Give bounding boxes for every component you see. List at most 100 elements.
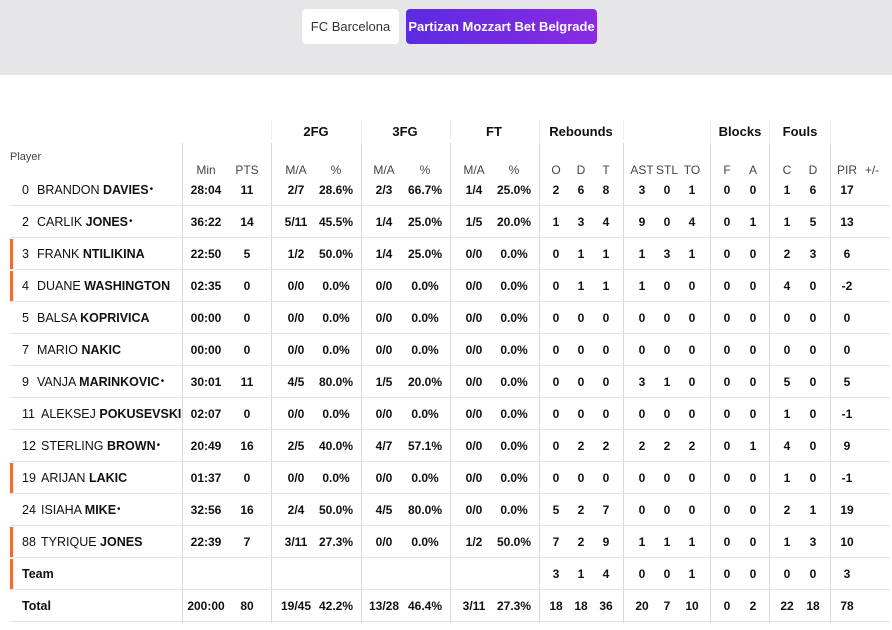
stat-pts: 0 <box>243 407 251 421</box>
stat-reb-d: 0 <box>577 311 585 325</box>
column-header-foul-d[interactable]: D <box>808 163 818 177</box>
column-header-reb-d[interactable]: D <box>576 163 586 177</box>
stat-reb-d: 2 <box>577 503 585 517</box>
column-header-pm[interactable]: +/- <box>864 163 880 177</box>
stat-ft-ma: 1/2 <box>465 535 483 549</box>
stat-fg2-ma: 2/7 <box>287 183 305 197</box>
stat-foul-d: 18 <box>806 599 820 613</box>
player-name[interactable]: 5 Balsa KOPRIVICA <box>22 311 151 325</box>
stat-fg3-pct: 0.0% <box>411 407 439 421</box>
player-number: 88 <box>22 535 36 549</box>
player-name[interactable]: 19 Arijan LAKIC <box>22 471 128 485</box>
player-name[interactable]: 24 Isiaha MIKE• <box>22 503 121 517</box>
player-name[interactable]: 4 Duane WASHINGTON <box>22 279 171 293</box>
stat-ast: 0 <box>638 471 646 485</box>
player-name[interactable]: 2 Carlik JONES• <box>22 215 133 229</box>
stat-reb-d: 1 <box>577 567 585 581</box>
column-separator <box>271 143 272 623</box>
column-separator <box>623 143 624 623</box>
stat-reb-t: 36 <box>599 599 613 613</box>
column-header-min[interactable]: Min <box>196 163 216 177</box>
stat-reb-t: 0 <box>602 375 610 389</box>
stat-foul-d: 0 <box>809 279 817 293</box>
stat-pir: -2 <box>841 279 853 293</box>
column-header-ast[interactable]: AST <box>630 163 654 177</box>
stat-foul-c: 22 <box>780 599 794 613</box>
stat-foul-c: 1 <box>783 407 791 421</box>
stat-blk-f: 0 <box>723 599 731 613</box>
stat-fg2-pct: 42.2% <box>318 599 354 613</box>
team-tab-home[interactable]: FC Barcelona <box>302 9 399 44</box>
stat-min: 36:22 <box>190 215 222 229</box>
stat-to: 0 <box>688 407 696 421</box>
starter-accent-bar <box>10 271 13 301</box>
player-last-name: BROWN <box>107 439 156 453</box>
stat-blk-a: 0 <box>749 503 757 517</box>
stat-reb-o: 18 <box>549 599 563 613</box>
stat-fg2-pct: 50.0% <box>318 503 354 517</box>
column-header-reb-t[interactable]: T <box>602 163 610 177</box>
stat-ast: 0 <box>638 407 646 421</box>
stat-to: 1 <box>688 183 696 197</box>
column-header-pts[interactable]: PTS <box>235 163 259 177</box>
stat-stl: 0 <box>663 311 671 325</box>
starter-dot: • <box>117 504 121 515</box>
stat-fg3-ma: 1/4 <box>375 215 393 229</box>
player-name[interactable]: 7 Mario NAKIC <box>22 343 122 357</box>
stat-reb-t: 1 <box>602 247 610 261</box>
stat-reb-d: 0 <box>577 471 585 485</box>
column-header-pir[interactable]: PIR <box>836 163 857 177</box>
stat-ft-ma: 1/5 <box>465 215 483 229</box>
stat-to: 4 <box>688 215 696 229</box>
stat-reb-t: 0 <box>602 311 610 325</box>
column-header-fg3-pct[interactable]: % <box>419 163 431 177</box>
stat-stl: 0 <box>663 215 671 229</box>
stat-fg2-ma: 0/0 <box>287 471 305 485</box>
player-name[interactable]: 0 Brandon DAVIES• <box>22 183 153 197</box>
stat-foul-d: 3 <box>809 247 817 261</box>
player-name[interactable]: 9 Vanja MARINKOVIC• <box>22 375 164 389</box>
stat-pir: 0 <box>843 343 851 357</box>
column-header-reb-o[interactable]: O <box>551 163 561 177</box>
stat-fg3-pct: 57.1% <box>407 439 443 453</box>
player-name[interactable]: 11 Aleksej POKUSEVSKI <box>22 407 182 421</box>
starter-dot: • <box>129 216 133 227</box>
column-separator <box>361 143 362 623</box>
stat-pts: 5 <box>243 247 251 261</box>
stat-reb-t: 0 <box>602 471 610 485</box>
column-header-ft-ma[interactable]: M/A <box>463 163 485 177</box>
column-header-blk-f[interactable]: F <box>723 163 731 177</box>
column-header-stl[interactable]: STL <box>655 163 678 177</box>
stat-reb-d: 0 <box>577 407 585 421</box>
stat-foul-d: 1 <box>809 503 817 517</box>
team-tab-away[interactable]: Partizan Mozzart Bet Belgrade <box>406 9 597 44</box>
stat-min: 02:07 <box>190 407 222 421</box>
player-name[interactable]: 88 Tyrique JONES <box>22 535 143 549</box>
stat-to: 10 <box>685 599 699 613</box>
column-header-fg2-ma[interactable]: M/A <box>285 163 307 177</box>
column-header-fg2-pct[interactable]: % <box>330 163 342 177</box>
column-header-to[interactable]: TO <box>683 163 701 177</box>
player-first-name: Duane <box>37 279 81 293</box>
player-first-name: Isiaha <box>41 503 82 517</box>
player-last-name: POKUSEVSKI <box>99 407 182 421</box>
stat-foul-d: 0 <box>809 311 817 325</box>
stat-fg3-pct: 25.0% <box>407 247 443 261</box>
stat-fg2-ma: 1/2 <box>287 247 305 261</box>
stat-min: 30:01 <box>190 375 222 389</box>
player-name[interactable]: 12 Sterling BROWN• <box>22 439 160 453</box>
stat-blk-a: 0 <box>749 279 757 293</box>
stat-ft-pct: 50.0% <box>496 535 532 549</box>
column-header-foul-c[interactable]: C <box>782 163 792 177</box>
group-header-fouls: Fouls <box>782 124 818 139</box>
column-header-blk-a[interactable]: A <box>748 163 757 177</box>
stat-reb-d: 3 <box>577 215 585 229</box>
player-name[interactable]: 3 Frank NTILIKINA <box>22 247 146 261</box>
column-header-ft-pct[interactable]: % <box>508 163 520 177</box>
stat-ft-pct: 0.0% <box>500 343 528 357</box>
column-header-fg3-ma[interactable]: M/A <box>373 163 395 177</box>
group-separator <box>271 120 272 140</box>
stat-blk-f: 0 <box>723 407 731 421</box>
stat-pts: 0 <box>243 343 251 357</box>
stat-fg2-pct: 40.0% <box>318 439 354 453</box>
